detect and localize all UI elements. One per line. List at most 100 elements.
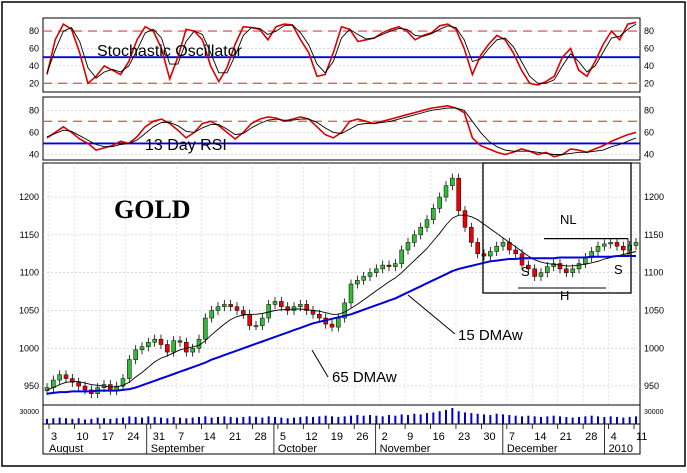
price-tick-left: 1000 bbox=[19, 343, 39, 353]
annotation-h: H bbox=[560, 288, 569, 303]
x-tick-label: 28 bbox=[585, 431, 597, 443]
candle-body bbox=[443, 185, 449, 198]
candle-body bbox=[190, 348, 195, 353]
candle-body bbox=[393, 263, 398, 267]
x-tick-label: 14 bbox=[534, 431, 546, 443]
candle-body bbox=[412, 234, 417, 243]
price-tick-right: 1100 bbox=[644, 268, 663, 278]
month-label: 2010 bbox=[609, 443, 633, 455]
candle-body bbox=[557, 263, 563, 270]
rsi-frame bbox=[42, 96, 641, 161]
x-tick-label: 14 bbox=[204, 431, 216, 443]
candle-body bbox=[215, 306, 221, 311]
candle-body bbox=[456, 177, 461, 211]
month-label: September bbox=[151, 443, 205, 455]
price-tick-left: 1150 bbox=[20, 230, 39, 240]
candle-body bbox=[355, 279, 360, 285]
leader-15dmaw bbox=[407, 294, 456, 335]
x-tick-label: 12 bbox=[305, 431, 317, 443]
candle-body bbox=[380, 264, 385, 270]
rsi-tick-right: 60 bbox=[644, 127, 654, 137]
candle-body bbox=[285, 306, 290, 311]
candle-body bbox=[374, 268, 379, 273]
volume-tick-left: 30000 bbox=[20, 409, 40, 416]
stochastic-title: Stochastic Oscillator bbox=[97, 43, 243, 60]
price-tick-right: 1050 bbox=[644, 305, 664, 315]
x-tick-label: 9 bbox=[407, 431, 413, 443]
candle-body bbox=[298, 304, 303, 307]
stochastic-tick-left: 40 bbox=[29, 61, 39, 71]
candle-body bbox=[304, 304, 309, 311]
leader-65dmaw bbox=[311, 349, 329, 378]
rsi-tick-left: 60 bbox=[29, 127, 39, 137]
candle-body bbox=[171, 340, 176, 353]
candle-body bbox=[260, 317, 265, 326]
candle-body bbox=[532, 268, 537, 277]
candle-body bbox=[431, 208, 436, 220]
candle-body bbox=[576, 263, 582, 270]
stochastic-tick-left: 60 bbox=[29, 43, 39, 53]
candle-body bbox=[127, 359, 132, 379]
x-tick-label: 7 bbox=[509, 431, 515, 443]
month-label: August bbox=[49, 443, 83, 455]
stochastic-series-line bbox=[46, 21, 637, 86]
candle-body bbox=[538, 272, 544, 277]
candle-body bbox=[253, 325, 259, 328]
rsi-panel: 80 80 60 60 40 40 bbox=[29, 96, 654, 161]
rsi-tick-right: 40 bbox=[644, 149, 654, 159]
candle-body bbox=[76, 382, 81, 387]
price-tick-left: 1050 bbox=[19, 305, 39, 315]
annotation-65dmaw: 65 DMAw bbox=[332, 369, 397, 386]
stochastic-tick-left: 20 bbox=[29, 78, 39, 88]
candle-body bbox=[336, 317, 341, 328]
candle-body bbox=[500, 242, 506, 247]
candle-body bbox=[272, 301, 278, 305]
annotation-15dmaw: 15 DMAw bbox=[458, 327, 523, 344]
price-tick-left: 950 bbox=[24, 381, 39, 391]
x-tick-label: 5 bbox=[280, 431, 286, 443]
candle-body bbox=[234, 306, 240, 311]
candle-body bbox=[228, 304, 233, 307]
x-tick-label: 7 bbox=[178, 431, 184, 443]
candle-body bbox=[70, 378, 75, 383]
rsi-tick-left: 40 bbox=[29, 149, 39, 159]
candle-body bbox=[608, 242, 613, 245]
candle-body bbox=[475, 242, 480, 254]
pattern-box bbox=[482, 162, 632, 294]
x-tick-label: 3 bbox=[51, 431, 57, 443]
month-label: December bbox=[507, 443, 558, 455]
candle-body bbox=[203, 317, 208, 340]
rsi-series-line bbox=[46, 104, 637, 158]
candle-body bbox=[152, 338, 157, 343]
candle-body bbox=[329, 323, 335, 328]
month-label: November bbox=[380, 443, 431, 455]
x-tick-label: 21 bbox=[229, 431, 241, 443]
candle-body bbox=[317, 314, 322, 319]
x-tick-label: 2 bbox=[382, 431, 388, 443]
candle-body bbox=[399, 249, 404, 264]
candle-body bbox=[279, 301, 284, 307]
stochastic-panel: 80 80 60 60 40 40 20 20 bbox=[29, 17, 654, 93]
candle-body bbox=[526, 264, 531, 270]
candle-body bbox=[63, 374, 69, 379]
candle-body bbox=[481, 253, 487, 257]
candle-body bbox=[450, 177, 455, 186]
price-frame bbox=[42, 162, 641, 406]
price-tick-left: 1100 bbox=[20, 268, 39, 278]
candle-body bbox=[494, 245, 499, 252]
stochastic-tick-right: 20 bbox=[644, 78, 654, 88]
candle-body bbox=[462, 210, 468, 228]
x-tick-label: 26 bbox=[356, 431, 368, 443]
x-tick-label: 23 bbox=[458, 431, 470, 443]
price-tick-left: 1200 bbox=[19, 192, 39, 202]
x-tick-label: 11 bbox=[636, 431, 647, 443]
candle-body bbox=[602, 243, 607, 247]
month-label: October bbox=[278, 443, 317, 455]
rsi-tick-left: 80 bbox=[29, 105, 39, 115]
volume-tick-right: 30000 bbox=[644, 409, 664, 416]
candle-body bbox=[488, 251, 493, 257]
price-tick-right: 950 bbox=[644, 381, 659, 391]
stochastic-tick-right: 40 bbox=[644, 61, 654, 71]
price-tick-right: 1200 bbox=[644, 192, 664, 202]
